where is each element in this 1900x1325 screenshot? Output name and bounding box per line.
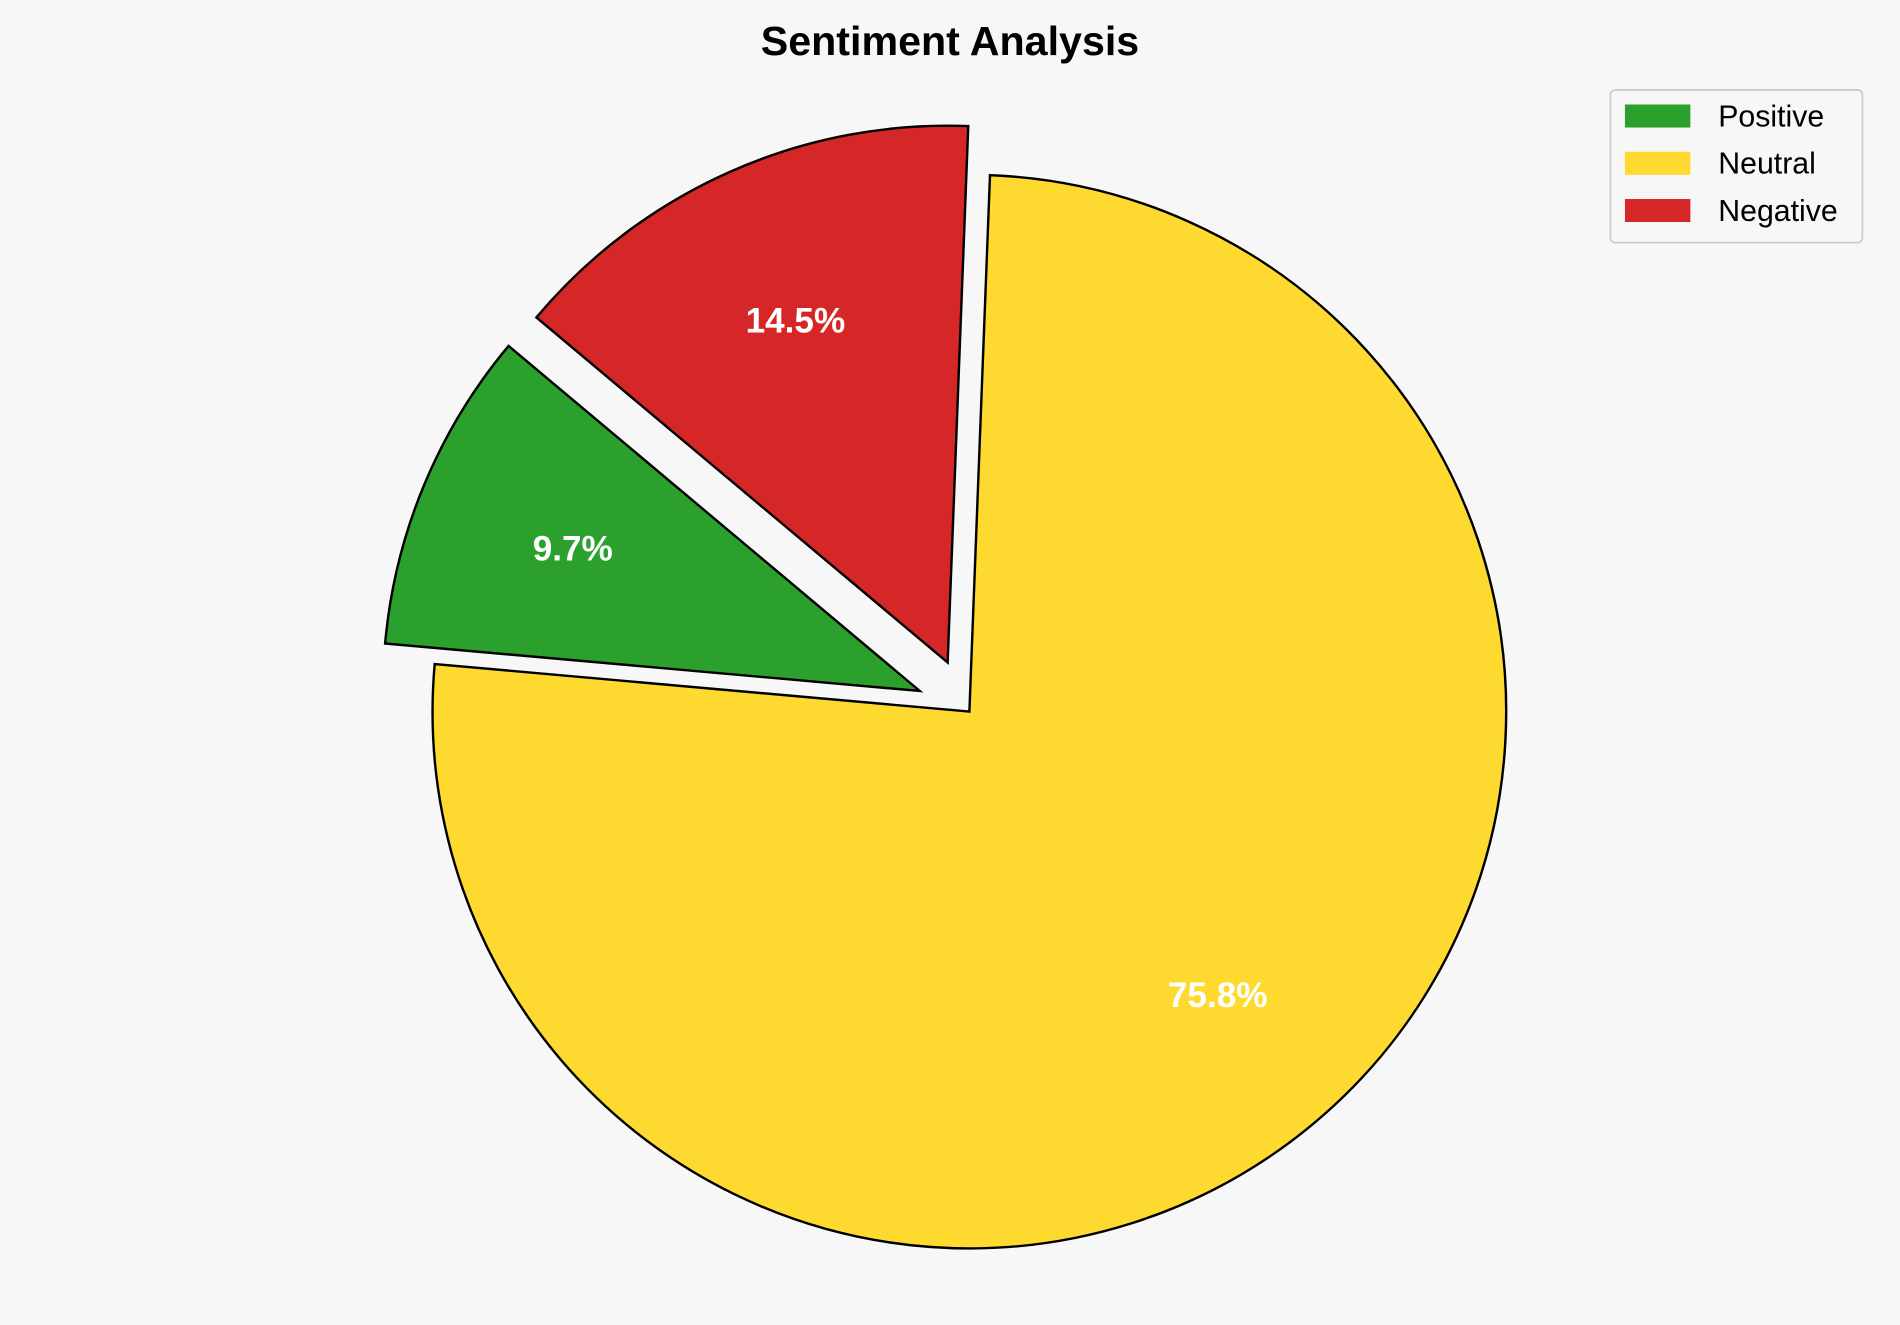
slice-neutral — [431, 173, 1508, 1250]
slice-negative — [534, 124, 970, 666]
legend-label-negative: Negative — [1718, 195, 1838, 228]
legend-swatch-positive — [1624, 104, 1691, 128]
legend-label-neutral: Neutral — [1718, 148, 1816, 181]
legend-label-positive: Positive — [1718, 100, 1824, 133]
legend-swatch-neutral — [1624, 151, 1691, 175]
slice-positive — [383, 344, 924, 693]
chart-title: Sentiment Analysis — [761, 18, 1139, 64]
slices — [383, 124, 1508, 1250]
legend-swatch-negative — [1624, 199, 1691, 223]
slice-labels: 9.7% 75.8% 14.5% — [533, 301, 1268, 1015]
legend: Positive Neutral Negative — [1609, 89, 1864, 244]
slice-label-positive: 9.7% — [533, 529, 613, 568]
slice-label-neutral: 75.8% — [1168, 976, 1268, 1015]
slice-label-negative: 14.5% — [746, 301, 846, 340]
